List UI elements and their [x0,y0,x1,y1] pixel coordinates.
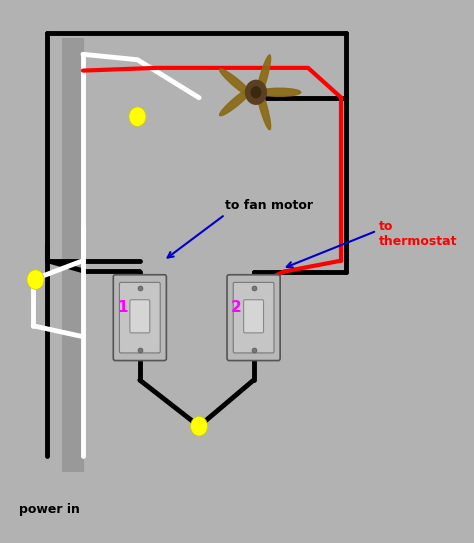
Text: to fan motor: to fan motor [225,199,313,212]
Text: power in: power in [19,503,80,516]
Ellipse shape [256,55,271,102]
Circle shape [129,107,146,127]
Circle shape [246,80,266,104]
Circle shape [251,87,261,98]
Circle shape [27,270,44,289]
Ellipse shape [219,69,255,98]
FancyBboxPatch shape [227,275,280,361]
Text: 1: 1 [117,300,128,315]
Ellipse shape [219,86,255,116]
Ellipse shape [256,83,271,130]
Text: to
thermostat: to thermostat [379,220,458,248]
FancyBboxPatch shape [233,282,274,353]
FancyBboxPatch shape [244,300,264,333]
Text: 2: 2 [231,300,242,315]
FancyBboxPatch shape [119,282,160,353]
FancyBboxPatch shape [113,275,166,361]
Ellipse shape [258,88,301,97]
FancyBboxPatch shape [130,300,150,333]
Circle shape [191,416,208,436]
